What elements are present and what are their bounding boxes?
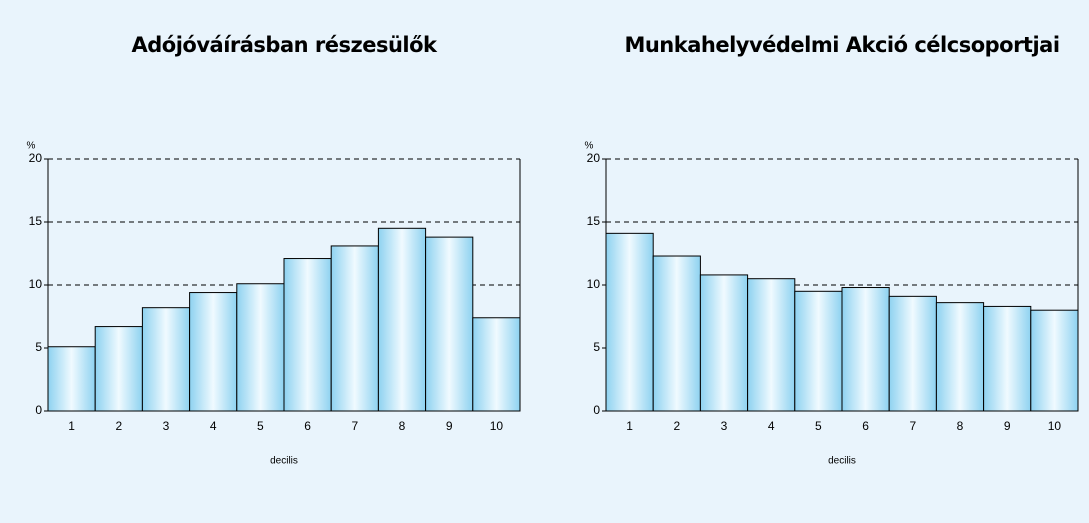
bar bbox=[472, 317, 521, 412]
y-axis-label: % bbox=[27, 141, 36, 152]
y-tick-label: 20 bbox=[29, 151, 43, 165]
bar bbox=[699, 274, 749, 412]
y-tick-label: 5 bbox=[35, 340, 42, 354]
y-tick-label: 15 bbox=[29, 214, 43, 228]
chart-title: Adójóváírásban részesülők bbox=[132, 33, 439, 57]
bar bbox=[888, 295, 937, 412]
x-tick-label: 3 bbox=[163, 419, 170, 433]
bar bbox=[1030, 309, 1079, 412]
y-tick-label: 20 bbox=[587, 151, 601, 165]
bar bbox=[652, 255, 701, 412]
y-tick-label: 10 bbox=[587, 277, 601, 291]
x-tick-label: 4 bbox=[768, 419, 775, 433]
y-tick-label: 0 bbox=[593, 403, 600, 417]
x-tick-label: 9 bbox=[446, 419, 453, 433]
bar bbox=[983, 305, 1032, 412]
x-axis-label: decilis bbox=[270, 456, 298, 467]
y-axis-label: % bbox=[585, 141, 594, 152]
bar bbox=[47, 346, 96, 412]
x-tick-label: 2 bbox=[673, 419, 680, 433]
y-tick-label: 10 bbox=[29, 277, 43, 291]
x-tick-label: 6 bbox=[862, 419, 869, 433]
bar bbox=[283, 258, 332, 412]
x-tick-label: 8 bbox=[399, 419, 406, 433]
x-tick-label: 5 bbox=[815, 419, 822, 433]
bar bbox=[605, 232, 654, 412]
bar bbox=[841, 287, 890, 412]
x-tick-label: 6 bbox=[304, 419, 311, 433]
x-tick-label: 2 bbox=[115, 419, 122, 433]
x-tick-label: 1 bbox=[68, 419, 75, 433]
bar bbox=[747, 278, 796, 412]
x-tick-label: 8 bbox=[957, 419, 964, 433]
x-axis-label: decilis bbox=[828, 456, 856, 467]
x-tick-label: 9 bbox=[1004, 419, 1011, 433]
bar bbox=[189, 292, 238, 412]
bar bbox=[794, 290, 843, 412]
x-tick-label: 7 bbox=[351, 419, 358, 433]
x-tick-label: 10 bbox=[1048, 419, 1062, 433]
x-tick-label: 10 bbox=[490, 419, 504, 433]
bar bbox=[141, 307, 191, 412]
y-tick-label: 5 bbox=[593, 340, 600, 354]
y-tick-label: 15 bbox=[587, 214, 601, 228]
bar bbox=[330, 245, 379, 412]
x-tick-label: 7 bbox=[909, 419, 916, 433]
x-tick-label: 3 bbox=[721, 419, 728, 433]
chart-title: Munkahelyvédelmi Akció célcsoportjai bbox=[624, 33, 1059, 57]
bar bbox=[425, 236, 474, 412]
bar bbox=[377, 227, 427, 412]
bar bbox=[94, 326, 143, 412]
bar bbox=[935, 302, 985, 412]
x-tick-label: 4 bbox=[210, 419, 217, 433]
x-tick-label: 1 bbox=[626, 419, 633, 433]
bar bbox=[236, 283, 285, 412]
y-tick-label: 0 bbox=[35, 403, 42, 417]
x-tick-label: 5 bbox=[257, 419, 264, 433]
